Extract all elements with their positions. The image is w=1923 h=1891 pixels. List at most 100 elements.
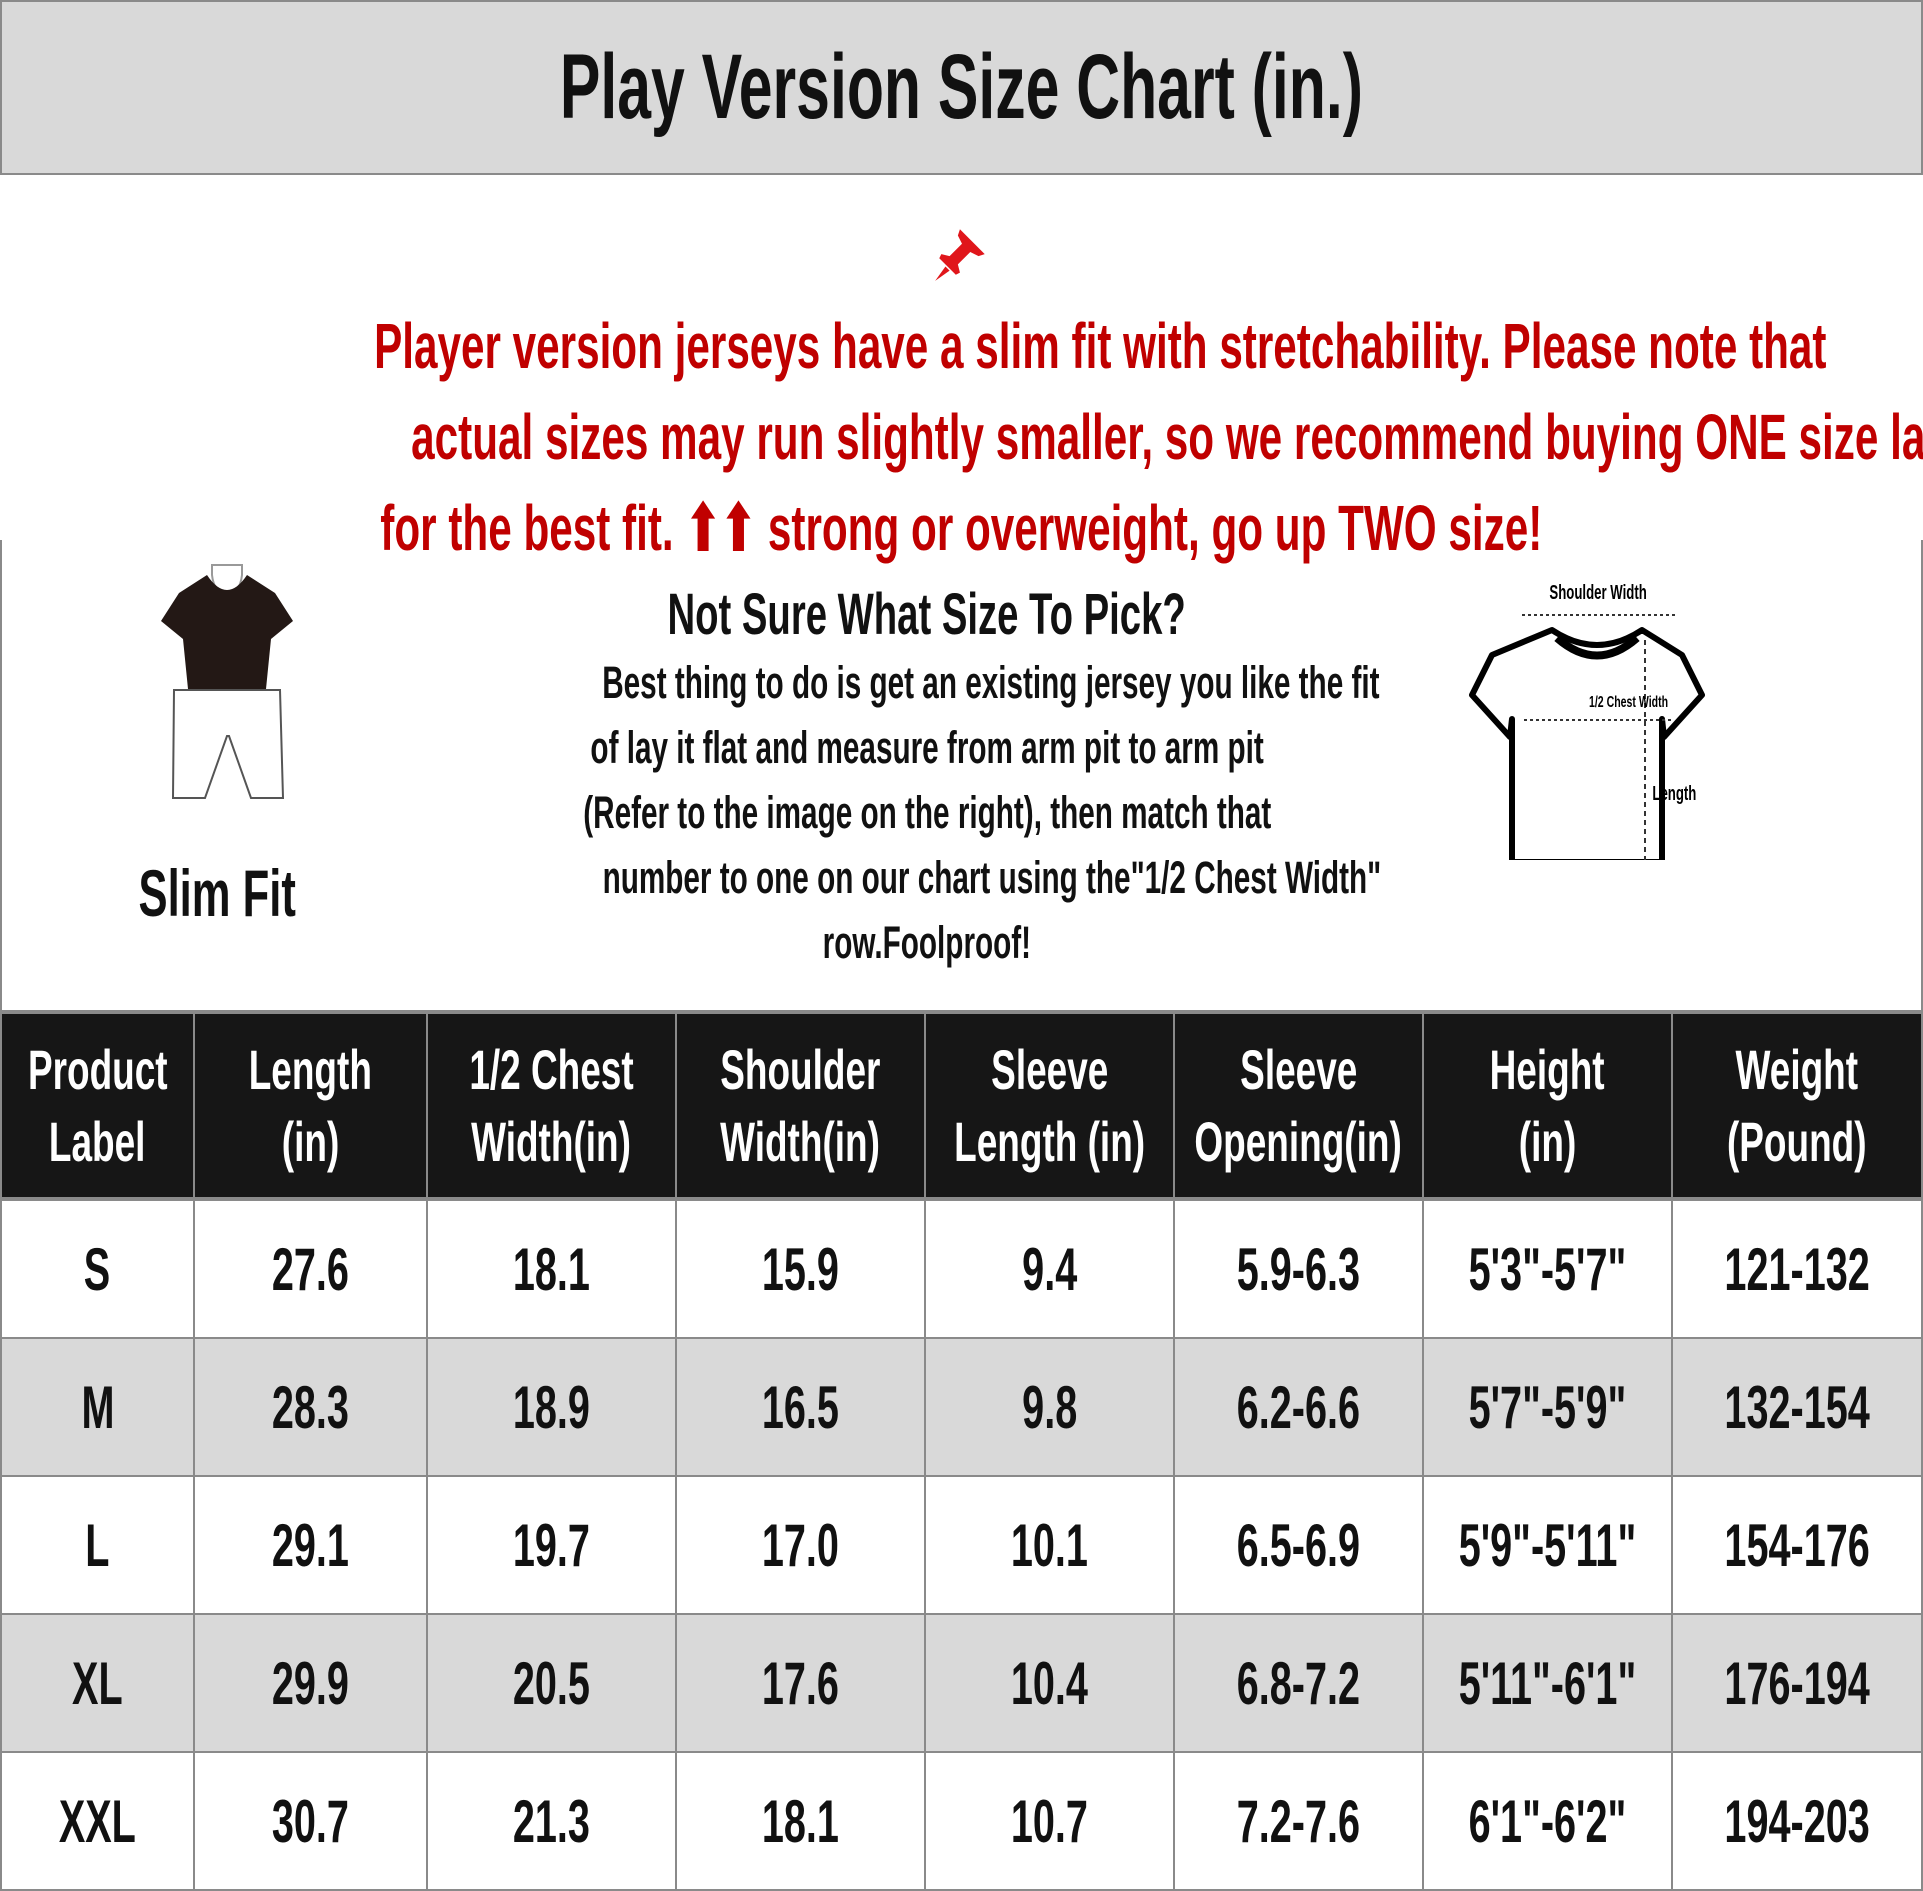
header-line: (in): [1518, 1109, 1577, 1173]
table-cell: 6.8-7.2: [1175, 1615, 1424, 1751]
table-row: XXL 30.7 21.3 18.1 10.7 7.2-7.6 6'1"-6'2" 194-2…: [0, 1753, 1923, 1891]
notice-line-3: for the best fit. ⬆⬆ strong or overweigh…: [380, 492, 1543, 564]
cell-value: 7.2-7.6: [1236, 1787, 1361, 1855]
slim-fit-figure-icon: [161, 564, 293, 799]
fit-guide-section: Slim Fit Not Sure What Size To Pick? Bes…: [0, 540, 1923, 1010]
table-cell: L: [0, 1477, 195, 1613]
table-cell: 18.9: [428, 1339, 677, 1475]
fit-notice: Player version jerseys have a slim fit w…: [0, 210, 1923, 574]
table-cell: 121-132: [1673, 1201, 1923, 1337]
table-cell: 27.6: [195, 1201, 428, 1337]
title-banner: Play Version Size Chart (in.): [0, 0, 1923, 175]
table-cell: 132-154: [1673, 1339, 1923, 1475]
cell-value: 29.1: [271, 1511, 350, 1579]
cell-value: 15.9: [761, 1235, 840, 1303]
cell-value: XXL: [58, 1787, 137, 1855]
table-row: XL 29.9 20.5 17.6 10.4 6.8-7.2 5'11"-6'1" 176-1…: [0, 1615, 1923, 1753]
header-line: Opening(in): [1194, 1109, 1403, 1173]
column-header: Weight (Pound): [1673, 1014, 1923, 1197]
header-line: 1/2 Chest: [469, 1037, 634, 1101]
cell-value: 5'9"-5'11": [1458, 1511, 1637, 1579]
header-line: Sleeve: [1239, 1037, 1358, 1101]
page-title: Play Version Size Chart (in.): [559, 36, 1364, 138]
notice-line-1: Player version jerseys have a slim fit w…: [374, 310, 1827, 382]
cell-value: 154-176: [1724, 1511, 1870, 1579]
cell-value: 27.6: [271, 1235, 350, 1303]
header-line: Length: [248, 1037, 373, 1101]
cell-value: 10.7: [1010, 1787, 1089, 1855]
size-table: Product Label Length (in) 1/2 Chest Width(in)…: [0, 1010, 1923, 1891]
table-cell: 16.5: [677, 1339, 926, 1475]
cell-value: 9.8: [1021, 1373, 1078, 1441]
help-line: (Refer to the image on the right), then …: [582, 787, 1272, 838]
table-cell: 30.7: [195, 1753, 428, 1889]
header-line: Width(in): [720, 1109, 881, 1173]
header-line: (in): [281, 1109, 340, 1173]
table-cell: 17.6: [677, 1615, 926, 1751]
table-cell: 29.1: [195, 1477, 428, 1613]
header-line: Product: [27, 1037, 168, 1101]
cell-value: 5'11"-6'1": [1458, 1649, 1637, 1717]
cell-value: 9.4: [1021, 1235, 1078, 1303]
column-header: Height (in): [1424, 1014, 1673, 1197]
header-line: Length (in): [954, 1109, 1145, 1173]
table-cell: 18.1: [677, 1753, 926, 1889]
table-cell: 5'7"-5'9": [1424, 1339, 1673, 1475]
pushpin-icon: [934, 229, 985, 281]
header-line: Width(in): [471, 1109, 632, 1173]
table-cell: 29.9: [195, 1615, 428, 1751]
header-line: Sleeve: [990, 1037, 1109, 1101]
shoulder-width-label: Shoulder Width: [1549, 581, 1646, 603]
table-cell: 5'3"-5'7": [1424, 1201, 1673, 1337]
cell-value: 18.9: [512, 1373, 591, 1441]
cell-value: 18.1: [761, 1787, 840, 1855]
cell-value: 5.9-6.3: [1236, 1235, 1361, 1303]
table-cell: 6'1"-6'2": [1424, 1753, 1673, 1889]
column-header: Product Label: [0, 1014, 195, 1197]
tshirt-measurement-diagram: Shoulder Width 1/2 Chest Width Length: [1469, 581, 1705, 860]
table-cell: 5'9"-5'11": [1424, 1477, 1673, 1613]
header-line: Shoulder: [720, 1037, 881, 1101]
column-header: 1/2 Chest Width(in): [428, 1014, 677, 1197]
cell-value: 28.3: [271, 1373, 350, 1441]
table-cell: 18.1: [428, 1201, 677, 1337]
table-cell: 176-194: [1673, 1615, 1923, 1751]
cell-value: XL: [72, 1649, 123, 1717]
table-row: L 29.1 19.7 17.0 10.1 6.5-6.9 5'9"-5'11" 154-17…: [0, 1477, 1923, 1615]
table-cell: XXL: [0, 1753, 195, 1889]
table-cell: 10.1: [926, 1477, 1175, 1613]
header-line: Label: [49, 1109, 146, 1173]
column-header: Length (in): [195, 1014, 428, 1197]
table-cell: 19.7: [428, 1477, 677, 1613]
cell-value: 194-203: [1724, 1787, 1870, 1855]
table-cell: 17.0: [677, 1477, 926, 1613]
cell-value: S: [84, 1235, 111, 1303]
table-cell: 194-203: [1673, 1753, 1923, 1889]
table-cell: 15.9: [677, 1201, 926, 1337]
cell-value: M: [80, 1373, 114, 1441]
table-cell: 6.2-6.6: [1175, 1339, 1424, 1475]
table-cell: 5.9-6.3: [1175, 1201, 1424, 1337]
cell-value: 30.7: [271, 1787, 350, 1855]
cell-value: L: [85, 1511, 110, 1579]
table-row: S 27.6 18.1 15.9 9.4 5.9-6.3 5'3"-5'7" 121-132: [0, 1201, 1923, 1339]
table-cell: 9.8: [926, 1339, 1175, 1475]
size-help: Not Sure What Size To Pick? Best thing t…: [402, 580, 1452, 975]
cell-value: 29.9: [271, 1649, 350, 1717]
cell-value: 19.7: [512, 1511, 591, 1579]
header-line: (Pound): [1727, 1109, 1867, 1173]
chest-width-label: 1/2 Chest Width: [1589, 693, 1668, 711]
column-header: Sleeve Opening(in): [1175, 1014, 1424, 1197]
table-cell: 21.3: [428, 1753, 677, 1889]
table-header-row: Product Label Length (in) 1/2 Chest Width(in)…: [0, 1010, 1923, 1201]
notice-line-2: actual sizes may run slightly smaller, s…: [411, 401, 1923, 473]
cell-value: 121-132: [1724, 1235, 1870, 1303]
help-line: of lay it flat and measure from arm pit …: [590, 722, 1264, 773]
cell-value: 6'1"-6'2": [1468, 1787, 1627, 1855]
cell-value: 5'7"-5'9": [1468, 1373, 1627, 1441]
table-cell: M: [0, 1339, 195, 1475]
table-cell: 154-176: [1673, 1477, 1923, 1613]
cell-value: 176-194: [1724, 1649, 1870, 1717]
table-row: M 28.3 18.9 16.5 9.8 6.2-6.6 5'7"-5'9" 132-154: [0, 1339, 1923, 1477]
cell-value: 17.6: [761, 1649, 840, 1717]
